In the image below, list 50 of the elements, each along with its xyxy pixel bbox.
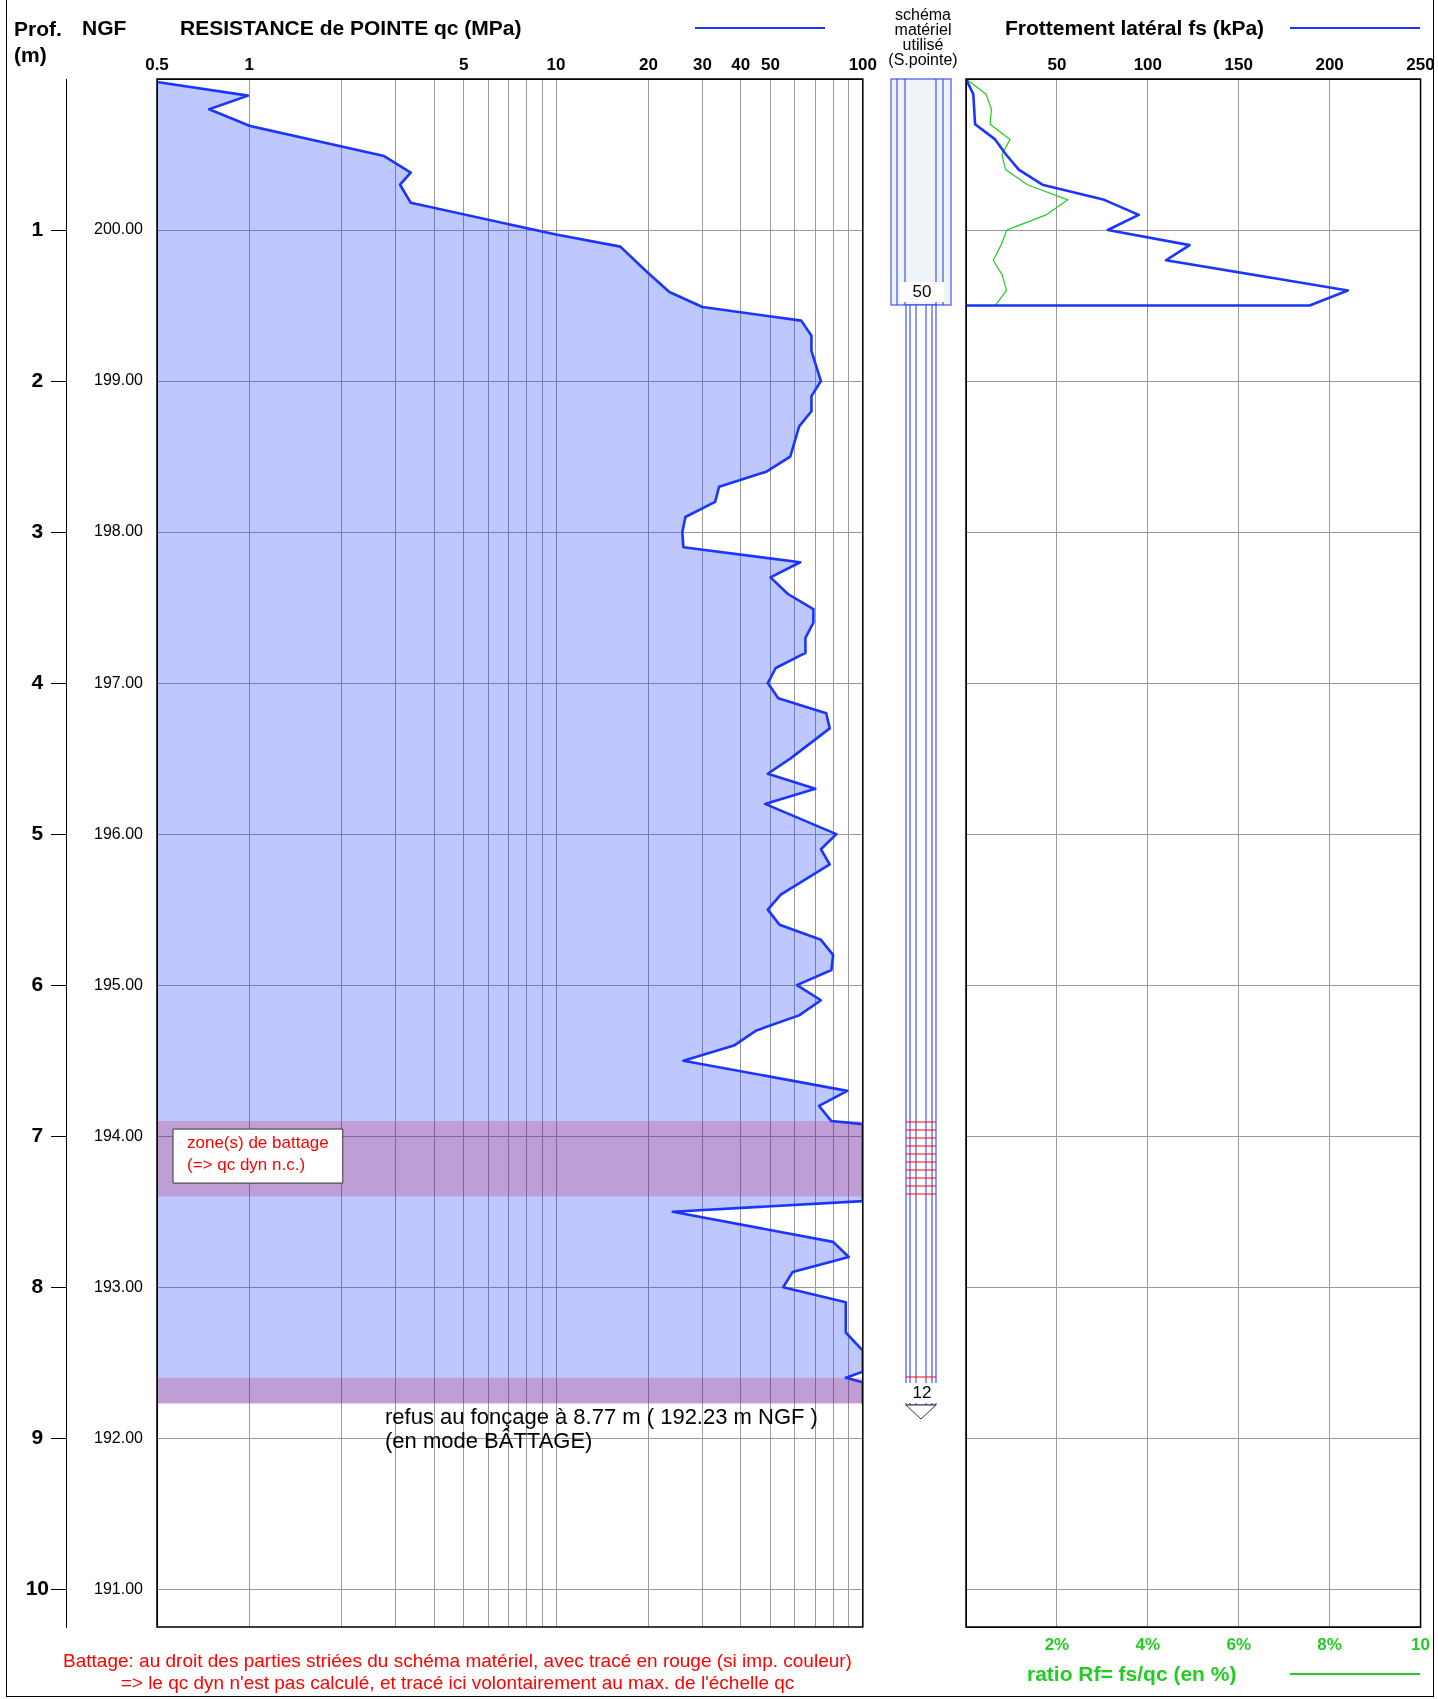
x-tick-label: 50: [1047, 55, 1067, 75]
x2-tick-label: 4%: [1135, 1634, 1161, 1654]
x-tick-label: 40: [731, 55, 751, 75]
y-tick-label: 9: [31, 1425, 44, 1449]
y-axis-title: Prof. (m): [14, 16, 62, 68]
x-tick-label: 150: [1224, 55, 1253, 75]
y2-tick-label: 195.00: [94, 975, 144, 993]
y-tick-label: 5: [31, 820, 44, 844]
y2-tick-label: 196.00: [94, 824, 144, 842]
text: Frottement latéral fs (kPa): [1005, 16, 1265, 40]
y-tick-label: 2: [31, 367, 44, 391]
x2-tick-label: 8%: [1317, 1634, 1342, 1654]
y2-tick-label: 192.00: [94, 1428, 144, 1446]
x2-tick-label: 6%: [1226, 1634, 1252, 1654]
y2-tick-label: 199.00: [94, 371, 144, 389]
x-tick-label: 100: [848, 55, 878, 75]
x-tick-label: 10: [546, 55, 566, 75]
y-tick-label: 3: [31, 518, 44, 542]
x-tick-label: 0.5: [145, 55, 169, 75]
x-tick-label: 1: [244, 55, 255, 75]
y-tick-label: 1: [31, 216, 44, 240]
text: schéma matériel utilisé (S.pointe): [887, 6, 959, 68]
x-tick-label: 100: [1133, 55, 1163, 75]
x-tick-label: 30: [692, 55, 712, 75]
text: RESISTANCE de POINTE qc (MPa): [180, 16, 522, 40]
y2-tick-label: 191.00: [94, 1579, 144, 1597]
band-label: zone(s) de battage (=> qc dyn n.c.): [187, 1133, 329, 1175]
y2-tick-label: 198.00: [94, 522, 144, 540]
text: 12: [900, 1383, 944, 1403]
y2-tick-label: 193.00: [94, 1277, 144, 1295]
annotation: refus au fonçage à 8.77 m ( 192.23 m NGF ) (en mode BÂTTAGE): [385, 1404, 818, 1453]
y2-tick-label: 194.00: [94, 1126, 144, 1144]
x-tick-label: 20: [638, 55, 658, 75]
text: Battage: au droit des parties striées du schéma matériel, avec tracé en rouge (si imp. couleur) => le qc dyn n'est pas calculé, et tracé ici volontairement au max. de l'échelle qc: [62, 1650, 853, 1694]
x-tick-label: 200: [1315, 55, 1344, 75]
y-tick-label: 8: [31, 1273, 44, 1297]
y-tick-label: 6: [31, 971, 44, 995]
y-tick-label: 7: [31, 1122, 44, 1146]
y2-axis-title: NGF: [82, 16, 127, 40]
text: 50: [900, 282, 944, 302]
x2-tick-label: 10: [1411, 1634, 1431, 1654]
x-tick-label: 5: [459, 55, 469, 75]
y-tick-label: 10: [25, 1576, 49, 1600]
x2-tick-label: 2%: [1044, 1634, 1070, 1654]
y-tick-label: 4: [31, 669, 44, 693]
y2-tick-label: 200.00: [94, 220, 144, 238]
y2-tick-label: 197.00: [94, 673, 144, 691]
x-tick-label: 50: [761, 55, 780, 75]
text: ratio Rf= fs/qc (en %): [1027, 1662, 1237, 1686]
x-tick-label: 250: [1406, 55, 1435, 75]
